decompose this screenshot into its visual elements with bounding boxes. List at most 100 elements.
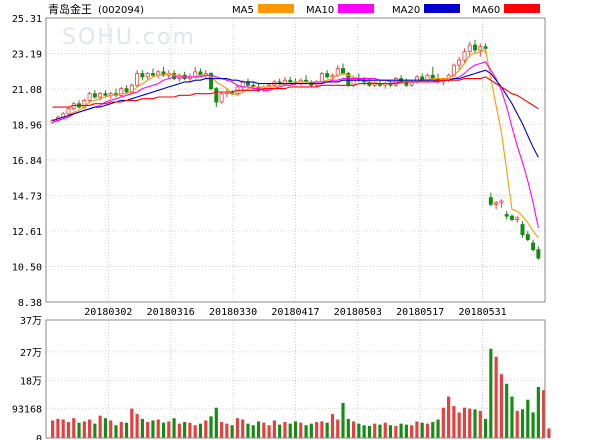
volume-bar [267,425,271,438]
volume-bar [177,423,181,438]
volume-bar [457,412,461,438]
volume-bar [88,419,92,438]
price-tick-label: 14.73 [12,192,42,203]
candle [346,71,351,87]
candle [135,70,140,87]
candle [409,80,414,87]
volume-bar [505,383,509,438]
price-tick-label: 16.84 [12,156,42,167]
volume-bar [93,423,97,438]
date-tick-label: 20180330 [209,307,257,318]
candle [462,48,467,64]
volume-bar [193,425,197,438]
date-tick-label: 20180316 [147,307,195,318]
volume-bar [51,420,55,438]
volume-bar [293,421,298,438]
volume-bar [483,418,488,438]
volume-bar [399,423,403,438]
legend-label-ma20: MA20 [392,5,420,16]
volume-bar [283,422,287,438]
volume-bar [320,421,324,438]
volume-bar [510,396,514,438]
candle [288,76,293,84]
candle [536,246,541,260]
volume-bar [425,423,430,438]
price-tick-label: 12.61 [12,227,42,238]
stock-name: 青岛金王 [48,2,92,16]
volume-bar [214,407,218,438]
volume-bar [299,422,303,438]
volume-bar [536,386,540,438]
candle [383,81,388,89]
ma-line-ma5 [52,49,539,239]
volume-bar [489,348,493,438]
volume-bar [225,423,229,438]
volume-bar [77,422,81,438]
stock-code: (002094) [98,5,144,16]
candle [145,71,150,81]
legend-swatch-ma5 [258,4,294,13]
price-y-ticks: 25.31 23.19 21.08 18.96 16.84 14.73 12.61 10.50… [12,14,42,309]
price-tick-label: 10.50 [12,263,42,274]
volume-bar [130,408,134,438]
candle [504,211,509,220]
volume-bar [140,418,144,438]
volume-bar [542,390,546,438]
volume-bar [447,396,451,438]
date-tick-label: 20180503 [334,307,382,318]
volume-tick-label: 27万 [20,348,42,359]
volume-bar [526,399,530,438]
candle [499,199,504,208]
volume-bar [520,409,525,438]
volume-bar [251,425,255,438]
volume-tick-label: 0 [36,434,42,440]
price-tick-label: 23.19 [12,50,42,61]
volume-bar [103,418,108,438]
candle [473,39,477,54]
candle [494,201,499,210]
candle [267,83,272,89]
volume-bar [198,423,203,438]
volume-bar [404,424,408,438]
volume-bar [494,356,498,438]
volume-bar [351,421,356,438]
volume-bar [462,407,467,438]
volume-bar [119,422,123,438]
candle [203,70,208,79]
volume-bar [56,418,60,438]
candle [156,70,161,79]
volume-bar [441,407,445,438]
volume-bar [235,418,240,438]
date-tick-label: 20180302 [84,307,132,318]
date-tick-label: 20180531 [459,307,507,318]
candle [441,78,446,86]
volume-bar [357,423,361,438]
volume-bar [468,408,472,438]
volume-bar [288,423,292,438]
volume-bar [72,418,76,438]
candle [92,90,97,99]
volume-bar [278,424,282,438]
volume-bar [220,422,224,438]
moving-average-lines [52,49,539,239]
date-x-ticks: 20180302 20180316 20180330 20180417 20180503… [84,307,506,318]
volume-bar [415,421,419,438]
volume-bar [547,428,551,438]
volume-bar [124,422,129,438]
volume-bar [499,374,503,438]
ma-line-ma20 [52,69,539,158]
volume-bar [388,425,393,438]
volume-bar [473,409,477,438]
volume-bar [325,422,329,438]
legend-swatch-ma20 [424,4,460,13]
volume-bar [341,402,345,438]
volume-bar [230,425,234,438]
volume-bar [246,423,250,438]
volume-bar [431,422,435,438]
volume-bar [367,425,371,438]
volume-bar [330,414,335,438]
price-tick-label: 8.38 [18,298,42,309]
candle [209,71,214,91]
volume-bar [82,421,86,438]
